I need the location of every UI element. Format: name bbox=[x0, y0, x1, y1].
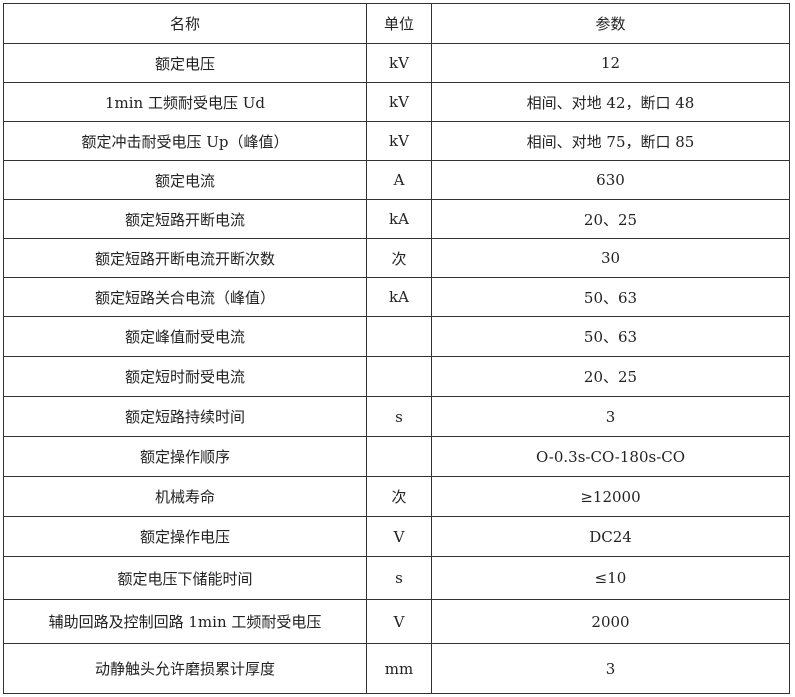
table-row: 机械寿命次 ≥12000 bbox=[3, 476, 790, 517]
row-name: 机械寿命 bbox=[3, 476, 367, 517]
table-row: 额定操作电压 V DC24 bbox=[3, 516, 790, 557]
row-name: 动静触头允许磨损累计厚度 bbox=[3, 643, 367, 694]
row-unit: V bbox=[366, 516, 432, 557]
row-name: 额定短路开断电流 bbox=[3, 199, 367, 239]
row-name: 额定电压 bbox=[3, 43, 367, 83]
table-row: 额定短路持续时间 s 3 bbox=[3, 396, 790, 437]
row-unit: 次 bbox=[366, 238, 432, 278]
row-value: ≤10 bbox=[431, 556, 790, 600]
row-value: O-0.3s-CO-180s-CO bbox=[431, 436, 790, 477]
row-value: 20、25 bbox=[431, 356, 790, 397]
row-value: 20、25 bbox=[431, 199, 790, 239]
row-unit: kV bbox=[366, 43, 432, 83]
row-value: 3 bbox=[431, 396, 790, 437]
table-header-row: 名称 单位 参数 bbox=[3, 3, 790, 44]
row-unit bbox=[366, 316, 432, 357]
row-value: 50、63 bbox=[431, 277, 790, 317]
table-row: 动静触头允许磨损累计厚度 mm 3 bbox=[3, 643, 790, 694]
table-row: 额定短时耐受电流 20、25 bbox=[3, 356, 790, 397]
row-unit: V bbox=[366, 599, 432, 644]
row-name: 额定短时耐受电流 bbox=[3, 356, 367, 397]
row-name: 额定电流 bbox=[3, 160, 367, 200]
table-row: 辅助回路及控制回路 1min 工频耐受电压 V 2000 bbox=[3, 599, 790, 644]
row-name: 额定短路开断电流开断次数 bbox=[3, 238, 367, 278]
table-row: 额定电压 kV 12 bbox=[3, 43, 790, 83]
row-value: 50、63 bbox=[431, 316, 790, 357]
header-value: 参数 bbox=[431, 3, 790, 44]
row-unit: kV bbox=[366, 121, 432, 161]
header-unit: 单位 bbox=[366, 3, 432, 44]
row-name: 辅助回路及控制回路 1min 工频耐受电压 bbox=[3, 599, 367, 644]
row-unit: s bbox=[366, 396, 432, 437]
header-name: 名称 bbox=[3, 3, 367, 44]
row-name: 额定操作顺序 bbox=[3, 436, 367, 477]
row-unit: s bbox=[366, 556, 432, 600]
row-value: 2000 bbox=[431, 599, 790, 644]
table-row: 额定峰值耐受电流 50、63 bbox=[3, 316, 790, 357]
table-row: 额定电压下储能时间 s ≤10 bbox=[3, 556, 790, 600]
row-unit: mm bbox=[366, 643, 432, 694]
row-unit: 次 bbox=[366, 476, 432, 517]
row-name: 额定峰值耐受电流 bbox=[3, 316, 367, 357]
table-row: 额定冲击耐受电压 Up（峰值） kV 相间、对地 75，断口 85 bbox=[3, 121, 790, 161]
row-name: 额定电压下储能时间 bbox=[3, 556, 367, 600]
row-unit bbox=[366, 356, 432, 397]
row-unit: kA bbox=[366, 277, 432, 317]
table-row: 额定电流 A 630 bbox=[3, 160, 790, 200]
parameter-table: 名称 单位 参数 额定电压 kV 12 1min 工频耐受电压 Ud kV 相间、对地 4… bbox=[3, 3, 790, 694]
table-row: 额定短路开断电流 kA 20、25 bbox=[3, 199, 790, 239]
row-name: 1min 工频耐受电压 Ud bbox=[3, 82, 367, 122]
row-unit: kV bbox=[366, 82, 432, 122]
row-value: 30 bbox=[431, 238, 790, 278]
row-value: 3 bbox=[431, 643, 790, 694]
table-row: 1min 工频耐受电压 Ud kV 相间、对地 42，断口 48 bbox=[3, 82, 790, 122]
table-row: 额定短路开断电流开断次数次 30 bbox=[3, 238, 790, 278]
row-name: 额定短路持续时间 bbox=[3, 396, 367, 437]
row-value: DC24 bbox=[431, 516, 790, 557]
table-row: 额定短路关合电流（峰值） kA 50、63 bbox=[3, 277, 790, 317]
row-value: 12 bbox=[431, 43, 790, 83]
row-unit bbox=[366, 436, 432, 477]
row-unit: kA bbox=[366, 199, 432, 239]
row-value: 630 bbox=[431, 160, 790, 200]
row-name: 额定冲击耐受电压 Up（峰值） bbox=[3, 121, 367, 161]
row-value: 相间、对地 42，断口 48 bbox=[431, 82, 790, 122]
row-value: ≥12000 bbox=[431, 476, 790, 517]
row-name: 额定操作电压 bbox=[3, 516, 367, 557]
row-value: 相间、对地 75，断口 85 bbox=[431, 121, 790, 161]
table-row: 额定操作顺序 O-0.3s-CO-180s-CO bbox=[3, 436, 790, 477]
row-name: 额定短路关合电流（峰值） bbox=[3, 277, 367, 317]
row-unit: A bbox=[366, 160, 432, 200]
